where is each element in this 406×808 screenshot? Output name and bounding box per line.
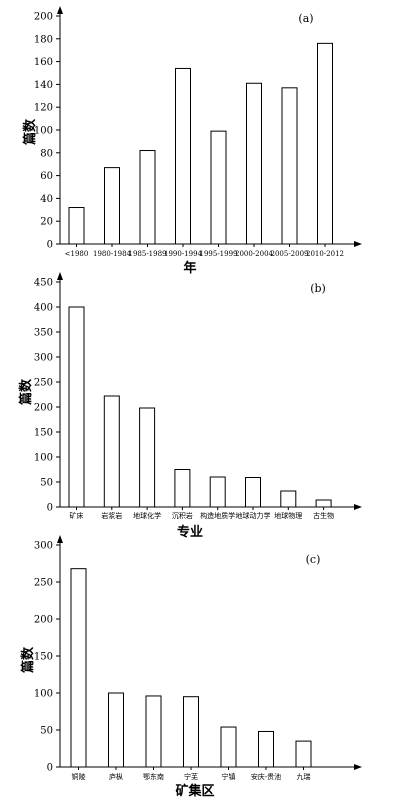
y-tick-label: 100 [34, 689, 53, 700]
bar [108, 692, 124, 768]
x-tick-label: 地球动力学 [236, 511, 271, 520]
bar [210, 130, 227, 245]
y-tick-label: 50 [40, 726, 53, 737]
x-axis-arrow [354, 504, 362, 510]
bar [258, 730, 274, 768]
x-tick-label: 铜陵 [72, 772, 86, 781]
x-axis-title: 矿集区 [175, 783, 214, 799]
bar [315, 499, 332, 508]
y-tick-label: 180 [34, 34, 53, 45]
x-tick-label: 地球物理 [274, 511, 302, 520]
y-tick-label: 60 [40, 171, 53, 182]
bar [174, 469, 191, 508]
bar [175, 67, 191, 245]
y-tick-label: 160 [34, 57, 53, 68]
y-tick-label: 300 [34, 541, 53, 552]
panel-label: (b) [310, 282, 326, 295]
x-tick-label: 鄂东南 [143, 772, 164, 781]
x-tick-label: 沉积岩 [172, 511, 193, 520]
bar [68, 207, 85, 245]
y-tick-label: 100 [34, 453, 53, 464]
bar [139, 150, 156, 245]
x-tick-label: 宁镇 [222, 772, 236, 781]
bar [104, 167, 120, 245]
y-tick-label: 150 [34, 652, 53, 663]
bar [103, 395, 120, 508]
y-axis-title: 篇数 [20, 646, 36, 674]
bar [245, 477, 261, 508]
y-tick-label: 0 [47, 503, 53, 514]
x-axis-arrow [354, 764, 362, 770]
x-tick-label: 矿床 [70, 511, 84, 520]
bar [70, 568, 87, 768]
y-tick-label: 350 [34, 328, 53, 339]
x-tick-label: 地球化学 [133, 511, 161, 520]
bar [145, 695, 162, 768]
y-axis-arrow [57, 6, 63, 14]
x-tick-label: 构造地质学 [200, 511, 235, 520]
x-tick-label: 安庆-贵池 [251, 772, 281, 781]
x-tick-label: <1980 [65, 250, 89, 258]
y-tick-label: 450 [34, 278, 53, 289]
y-tick-label: 0 [47, 763, 53, 774]
x-axis-arrow [354, 241, 362, 247]
x-tick-label: 1995-1999 [200, 250, 238, 258]
y-tick-label: 400 [34, 303, 53, 314]
bar [220, 726, 237, 768]
y-tick-label: 140 [34, 80, 53, 91]
y-tick-label: 200 [34, 615, 53, 626]
y-axis-title: 篇数 [22, 118, 38, 146]
bar [68, 306, 85, 508]
y-axis-arrow [57, 272, 63, 280]
y-tick-label: 40 [40, 194, 53, 205]
x-tick-label: 岩浆岩 [101, 511, 122, 520]
x-tick-label: 2000-2004 [235, 250, 274, 258]
y-tick-label: 250 [34, 578, 53, 589]
y-tick-label: 100 [34, 126, 53, 137]
x-tick-label: 2010-2012 [306, 250, 344, 258]
bar [209, 476, 226, 508]
bar [183, 696, 199, 768]
y-axis-title: 篇数 [18, 378, 34, 406]
y-tick-label: 120 [34, 103, 53, 114]
y-tick-label: 80 [40, 148, 53, 159]
y-tick-label: 250 [34, 378, 53, 389]
bar [281, 87, 298, 245]
x-tick-label: 1990-1994 [164, 250, 203, 258]
bar [246, 82, 262, 245]
x-tick-label: 1985-1989 [129, 250, 167, 258]
x-axis-title: 专业 [177, 524, 203, 540]
bar [317, 42, 333, 245]
x-tick-label: 2005-2009 [271, 250, 309, 258]
y-tick-label: 300 [34, 353, 53, 364]
y-tick-label: 20 [40, 217, 53, 228]
y-tick-label: 50 [40, 478, 53, 489]
y-tick-label: 200 [34, 12, 53, 23]
bar [139, 407, 156, 508]
x-axis-title: 年 [183, 260, 196, 276]
bar [295, 740, 312, 768]
y-axis-arrow [57, 535, 63, 543]
x-tick-label: 宁芜 [184, 772, 198, 781]
x-tick-label: 1980-1984 [93, 250, 132, 258]
y-tick-label: 150 [34, 428, 53, 439]
bar [280, 490, 297, 508]
x-tick-label: 九瑞 [297, 772, 311, 781]
x-tick-label: 庐枞 [109, 772, 123, 781]
panel-label: (a) [298, 12, 313, 25]
x-tick-label: 古生物 [313, 511, 334, 520]
y-tick-label: 0 [47, 240, 53, 251]
panel-label: (c) [306, 553, 321, 566]
y-tick-label: 200 [34, 403, 53, 414]
